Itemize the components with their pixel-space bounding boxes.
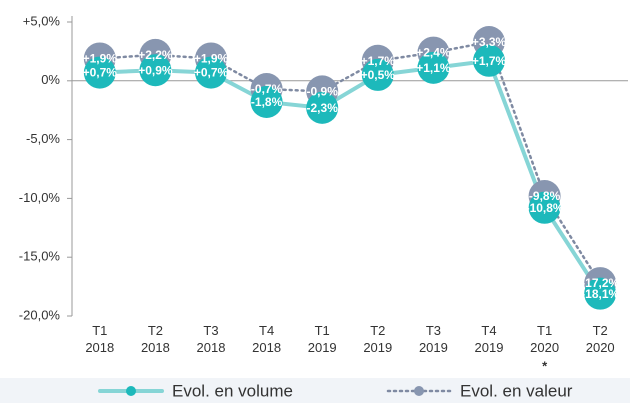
value-label: +2,4% <box>416 46 451 60</box>
series-line <box>97 58 603 296</box>
value-label: +1,9% <box>194 52 229 66</box>
x-tick-label: T1 2019 <box>308 323 337 355</box>
x-tick-label: T2 2020 <box>586 323 615 355</box>
marker <box>250 85 283 118</box>
value-label: +1,7% <box>361 54 396 68</box>
y-tick-label: 0% <box>41 72 60 87</box>
y-tick-label: -10,0% <box>19 190 61 205</box>
y-tick-label: -5,0% <box>26 131 60 146</box>
value-label: +1,7% <box>472 54 507 68</box>
value-label: +1,9% <box>83 52 118 66</box>
x-tick-label: T3 2018 <box>197 323 226 355</box>
value-label: +0,7% <box>194 66 229 80</box>
marker <box>195 56 227 89</box>
value-label: -0,9% <box>307 85 339 99</box>
marker <box>528 191 561 224</box>
value-label: +2,2% <box>138 48 173 62</box>
marker <box>417 51 450 84</box>
value-label: +3,3% <box>472 35 507 49</box>
value-label: -2,3% <box>307 101 339 115</box>
marker <box>306 91 339 124</box>
marker <box>584 277 617 310</box>
y-tick-label: +5,0% <box>23 13 61 28</box>
x-tick-label: T3 2019 <box>419 323 448 355</box>
legend-label: Evol. en volume <box>172 381 293 400</box>
marker <box>83 56 116 89</box>
x-tick-label: T4 2018 <box>252 323 281 355</box>
x-tick-label: T2 2018 <box>141 323 170 355</box>
x-tick-label: T2 2019 <box>363 323 392 355</box>
series-line <box>98 40 602 285</box>
legend-marker <box>414 386 424 396</box>
annotation: * <box>542 358 548 373</box>
value-label: -1,8% <box>251 95 283 109</box>
x-tick-label: T4 2019 <box>475 323 504 355</box>
value-label: -18,1% <box>581 287 619 301</box>
value-label: -9,8% <box>529 189 561 203</box>
marker <box>361 58 394 91</box>
legend-marker <box>126 386 136 396</box>
x-tick-label: T1 2020 <box>530 323 559 355</box>
value-label: -0,7% <box>251 82 283 96</box>
marker <box>139 54 172 87</box>
value-label: +1,1% <box>416 61 451 75</box>
marker <box>473 44 505 77</box>
legend-label: Evol. en valeur <box>460 381 573 400</box>
value-label: +0,5% <box>361 68 396 82</box>
value-label: -17,2% <box>581 276 619 290</box>
x-tick-label: T1 2018 <box>85 323 114 355</box>
y-tick-label: -20,0% <box>19 307 61 322</box>
value-label: +0,7% <box>83 66 118 80</box>
y-tick-label: -15,0% <box>19 249 61 264</box>
value-label: -10,8% <box>526 201 564 215</box>
value-label: +0,9% <box>138 63 173 77</box>
